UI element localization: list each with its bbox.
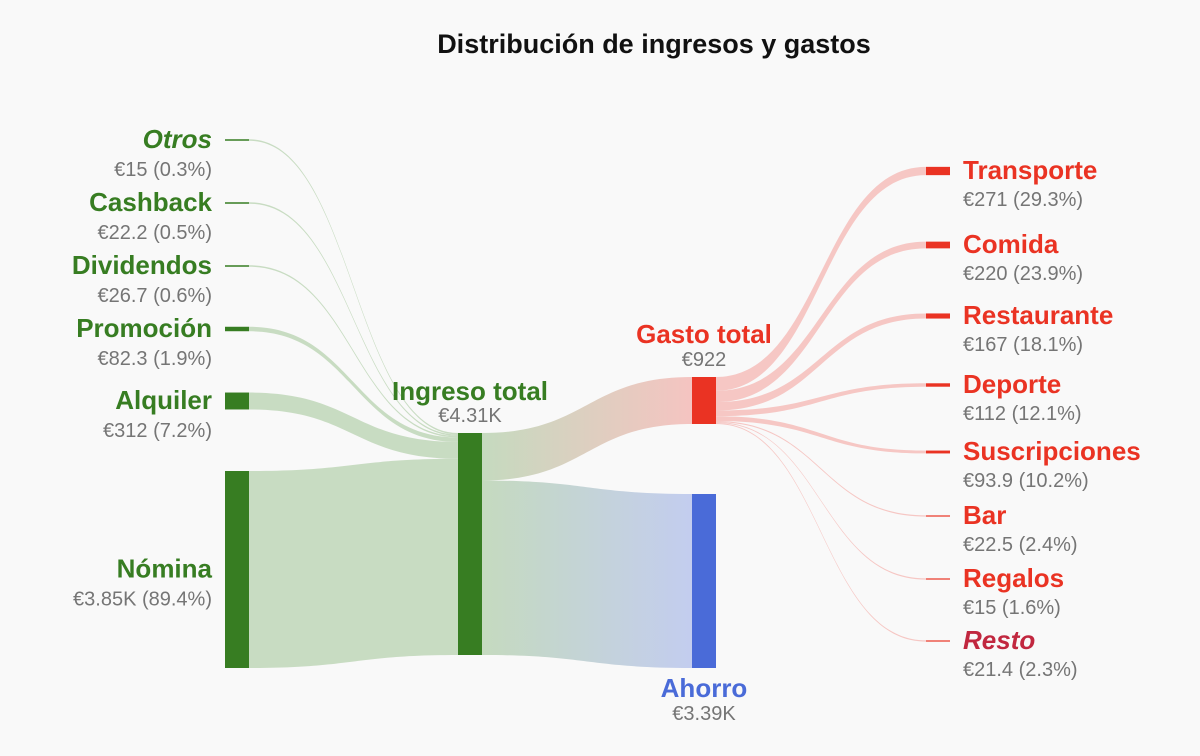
node-restaurante: [926, 313, 950, 319]
value-otros: €15 (0.3%): [114, 159, 212, 181]
link-alquiler-to-ingreso-total: [249, 392, 458, 459]
link-gasto-total-to-regalos: [716, 422, 926, 580]
node-transporte: [926, 166, 950, 176]
label-transporte: Transporte: [963, 155, 1097, 185]
link-otros-to-ingreso-total: [249, 139, 458, 435]
value-suscripciones: €93.9 (10.2%): [963, 470, 1089, 492]
node-gasto-total: [692, 377, 716, 424]
nodes-layer: [225, 139, 950, 668]
label-dividendos: Dividendos: [72, 250, 212, 280]
label-restaurante: Restaurante: [963, 300, 1113, 330]
value-comida: €220 (23.9%): [963, 263, 1083, 285]
link-gasto-total-to-bar: [716, 421, 926, 517]
chart-title: Distribución de ingresos y gastos: [437, 29, 871, 59]
value-cashback: €22.2 (0.5%): [97, 222, 212, 244]
label-gasto-total: Gasto total: [636, 319, 772, 349]
value-bar: €22.5 (2.4%): [963, 534, 1078, 556]
node-suscripciones: [926, 450, 950, 454]
link-gasto-total-to-suscripciones: [716, 416, 926, 454]
node-dividendos: [225, 265, 249, 267]
label-ingreso-total: Ingreso total: [392, 376, 548, 406]
node-bar: [926, 515, 950, 517]
node-alquiler: [225, 392, 249, 410]
link-gasto-total-to-comida: [716, 241, 926, 403]
node-promocion: [225, 326, 249, 332]
link-ingreso-total-to-ahorro: [482, 480, 692, 668]
value-nomina: €3.85K (89.4%): [73, 589, 212, 611]
link-promocion-to-ingreso-total: [249, 326, 458, 442]
node-otros: [225, 139, 249, 141]
label-resto: Resto: [963, 625, 1035, 655]
label-nomina: Nómina: [117, 554, 213, 584]
label-ahorro: Ahorro: [661, 673, 748, 703]
label-bar: Bar: [963, 500, 1006, 530]
node-ahorro: [692, 494, 716, 668]
node-deporte: [926, 383, 950, 387]
label-alquiler: Alquiler: [115, 385, 212, 415]
link-gasto-total-to-resto: [716, 422, 926, 642]
link-cashback-to-ingreso-total: [249, 202, 458, 436]
label-comida: Comida: [963, 229, 1059, 259]
value-ingreso-total: €4.31K: [438, 405, 502, 427]
label-cashback: Cashback: [89, 187, 212, 217]
node-regalos: [926, 578, 950, 580]
link-gasto-total-to-transporte: [716, 166, 926, 391]
value-alquiler: €312 (7.2%): [103, 420, 212, 442]
link-gasto-total-to-restaurante: [716, 313, 926, 411]
value-promocion: €82.3 (1.9%): [97, 348, 212, 370]
value-resto: €21.4 (2.3%): [963, 659, 1078, 681]
value-dividendos: €26.7 (0.6%): [97, 285, 212, 307]
links-layer: [249, 139, 926, 668]
link-gasto-total-to-deporte: [716, 383, 926, 417]
node-cashback: [225, 202, 249, 204]
value-regalos: €15 (1.6%): [963, 597, 1061, 619]
link-ingreso-total-to-gasto-total: [482, 377, 692, 481]
label-otros: Otros: [143, 124, 212, 154]
label-regalos: Regalos: [963, 563, 1064, 593]
node-comida: [926, 241, 950, 249]
value-restaurante: €167 (18.1%): [963, 334, 1083, 356]
label-suscripciones: Suscripciones: [963, 436, 1141, 466]
value-gasto-total: €922: [682, 349, 727, 371]
value-deporte: €112 (12.1%): [963, 403, 1082, 425]
label-deporte: Deporte: [963, 369, 1061, 399]
node-resto: [926, 640, 950, 642]
link-nomina-to-ingreso-total: [249, 458, 458, 668]
node-nomina: [225, 471, 249, 668]
node-ingreso-total: [458, 433, 482, 655]
label-promocion: Promoción: [76, 313, 212, 343]
value-ahorro: €3.39K: [672, 703, 736, 725]
link-dividendos-to-ingreso-total: [249, 265, 458, 438]
value-transporte: €271 (29.3%): [963, 189, 1083, 211]
labels-layer: Otros €15 (0.3%) Cashback €22.2 (0.5%) Divid…: [72, 124, 1141, 725]
